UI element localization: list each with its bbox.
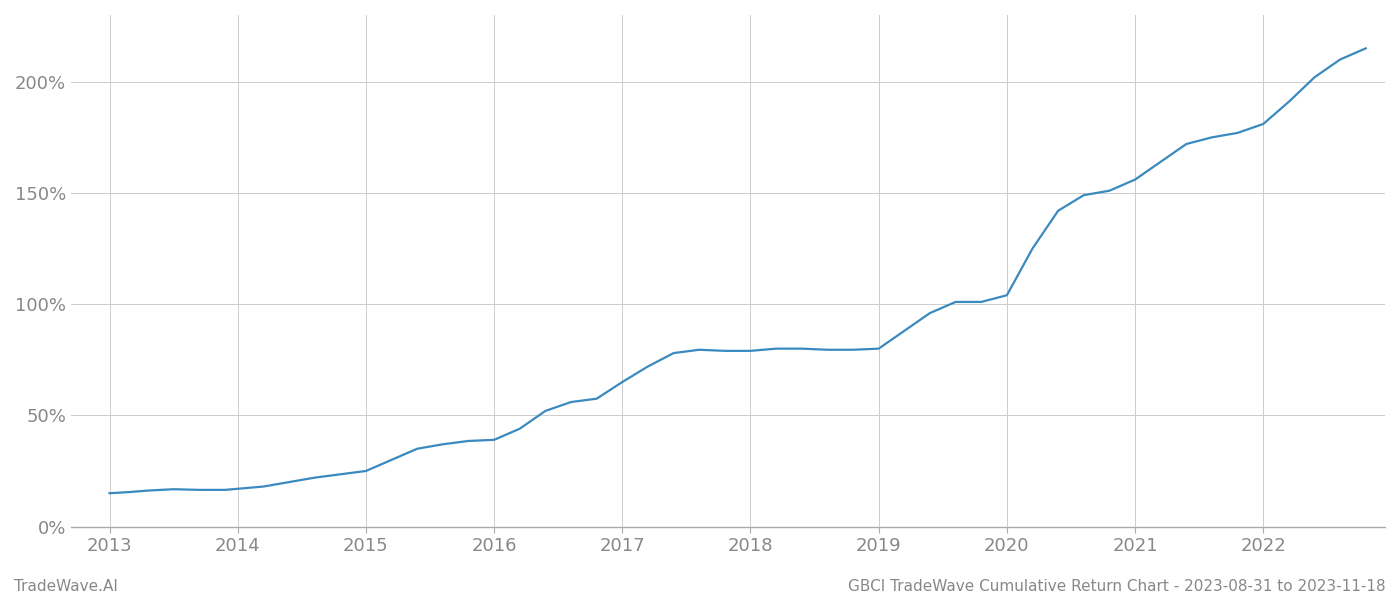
Text: GBCI TradeWave Cumulative Return Chart - 2023-08-31 to 2023-11-18: GBCI TradeWave Cumulative Return Chart -… <box>848 579 1386 594</box>
Text: TradeWave.AI: TradeWave.AI <box>14 579 118 594</box>
